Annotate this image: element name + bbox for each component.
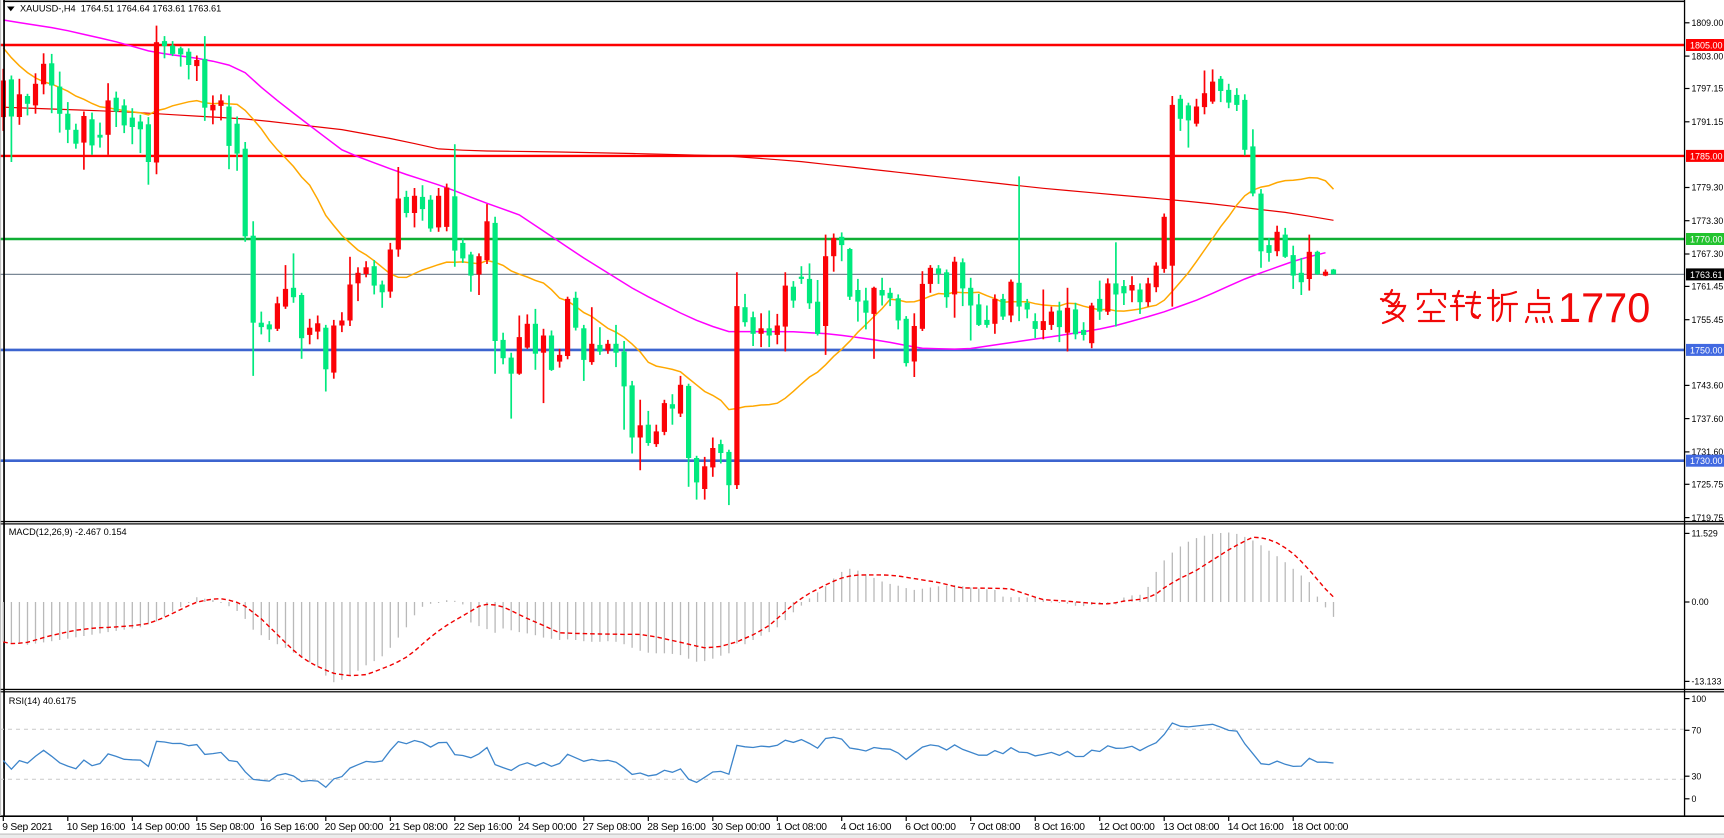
svg-text:20 Sep 00:00: 20 Sep 00:00 bbox=[325, 822, 384, 833]
svg-text:XAUUSD-,H4 1764.51 1764.64 17: XAUUSD-,H4 1764.51 1764.64 1763.61 1763.… bbox=[20, 4, 221, 14]
svg-text:9 Sep 2021: 9 Sep 2021 bbox=[2, 822, 53, 833]
svg-text:1725.75: 1725.75 bbox=[1692, 480, 1724, 490]
svg-text:1763.61: 1763.61 bbox=[1690, 270, 1723, 280]
svg-text:28 Sep 16:00: 28 Sep 16:00 bbox=[647, 822, 706, 833]
svg-text:30 Sep 00:00: 30 Sep 00:00 bbox=[712, 822, 771, 833]
svg-text:1770.00: 1770.00 bbox=[1690, 234, 1723, 244]
svg-text:30: 30 bbox=[1692, 771, 1702, 781]
svg-text:13 Oct 08:00: 13 Oct 08:00 bbox=[1163, 822, 1219, 833]
svg-text:14 Sep 00:00: 14 Sep 00:00 bbox=[131, 822, 190, 833]
svg-text:MACD(12,26,9) -2.467 0.154: MACD(12,26,9) -2.467 0.154 bbox=[9, 527, 127, 537]
svg-text:1805.00: 1805.00 bbox=[1690, 40, 1723, 50]
svg-text:4 Oct 16:00: 4 Oct 16:00 bbox=[841, 822, 892, 833]
svg-text:14 Oct 16:00: 14 Oct 16:00 bbox=[1228, 822, 1284, 833]
svg-text:1761.45: 1761.45 bbox=[1692, 282, 1724, 292]
svg-text:100: 100 bbox=[1692, 694, 1707, 704]
svg-text:11.529: 11.529 bbox=[1692, 529, 1718, 539]
svg-text:1791.15: 1791.15 bbox=[1692, 117, 1724, 127]
svg-text:8 Oct 16:00: 8 Oct 16:00 bbox=[1034, 822, 1085, 833]
svg-text:1767.30: 1767.30 bbox=[1692, 249, 1724, 259]
svg-text:1773.30: 1773.30 bbox=[1692, 216, 1724, 226]
svg-text:1809.00: 1809.00 bbox=[1692, 18, 1724, 28]
svg-text:0: 0 bbox=[1692, 794, 1697, 804]
svg-text:1779.30: 1779.30 bbox=[1692, 183, 1724, 193]
svg-text:RSI(14) 40.6175: RSI(14) 40.6175 bbox=[9, 696, 76, 706]
svg-text:1737.60: 1737.60 bbox=[1692, 414, 1724, 424]
svg-text:1750.00: 1750.00 bbox=[1690, 345, 1723, 355]
svg-text:-13.133: -13.133 bbox=[1692, 677, 1722, 687]
svg-text:21 Sep 08:00: 21 Sep 08:00 bbox=[389, 822, 448, 833]
svg-text:7 Oct 08:00: 7 Oct 08:00 bbox=[970, 822, 1021, 833]
svg-text:1785.00: 1785.00 bbox=[1690, 151, 1723, 161]
svg-text:0.00: 0.00 bbox=[1692, 597, 1709, 607]
svg-text:24 Sep 00:00: 24 Sep 00:00 bbox=[518, 822, 577, 833]
svg-text:10 Sep 16:00: 10 Sep 16:00 bbox=[67, 822, 126, 833]
svg-text:1743.60: 1743.60 bbox=[1692, 381, 1724, 391]
svg-text:1 Oct 08:00: 1 Oct 08:00 bbox=[776, 822, 827, 833]
svg-text:1730.00: 1730.00 bbox=[1690, 456, 1723, 466]
svg-text:1797.15: 1797.15 bbox=[1692, 84, 1724, 94]
svg-text:15 Sep 08:00: 15 Sep 08:00 bbox=[196, 822, 255, 833]
svg-text:27 Sep 08:00: 27 Sep 08:00 bbox=[583, 822, 642, 833]
svg-text:1803.00: 1803.00 bbox=[1692, 51, 1724, 61]
svg-text:1719.75: 1719.75 bbox=[1692, 513, 1724, 523]
svg-text:16 Sep 16:00: 16 Sep 16:00 bbox=[260, 822, 319, 833]
svg-text:22 Sep 16:00: 22 Sep 16:00 bbox=[454, 822, 513, 833]
svg-text:12 Oct 00:00: 12 Oct 00:00 bbox=[1099, 822, 1155, 833]
svg-text:18 Oct 00:00: 18 Oct 00:00 bbox=[1292, 822, 1348, 833]
svg-text:70: 70 bbox=[1692, 726, 1702, 736]
svg-text:1770: 1770 bbox=[1558, 284, 1650, 331]
svg-text:1755.45: 1755.45 bbox=[1692, 315, 1724, 325]
svg-text:1731.60: 1731.60 bbox=[1692, 447, 1724, 457]
svg-text:6 Oct 00:00: 6 Oct 00:00 bbox=[905, 822, 956, 833]
